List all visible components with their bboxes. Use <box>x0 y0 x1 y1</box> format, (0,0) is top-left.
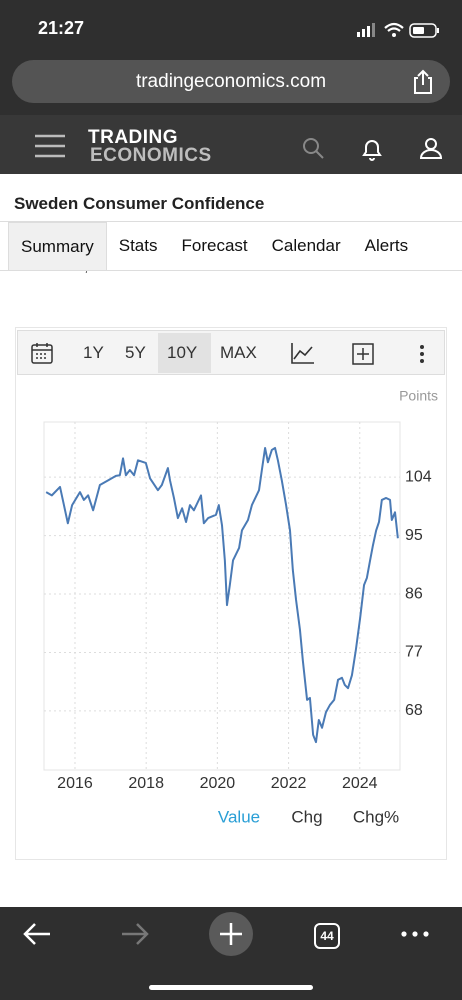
y-tick-label: 95 <box>405 527 423 544</box>
x-tick-label: 2024 <box>342 775 378 792</box>
x-tick-label: 2016 <box>57 775 93 792</box>
url-text: tradingeconomics.com <box>135 71 327 92</box>
tab-count[interactable]: 44 <box>314 923 340 949</box>
chart-toolbar: 1Y 5Y 10Y MAX <box>17 330 445 375</box>
tab[interactable]: Forecast <box>181 236 248 255</box>
menu-icon[interactable] <box>34 134 66 158</box>
unit-label: Points <box>399 388 438 404</box>
url-bar[interactable]: tradingeconomics.com <box>12 60 450 103</box>
y-tick-label: 104 <box>405 468 432 485</box>
home-indicator <box>149 985 313 990</box>
bell-icon[interactable] <box>360 137 384 163</box>
legend-item[interactable]: Chg% <box>353 807 399 826</box>
share-icon[interactable] <box>410 68 436 96</box>
status-time: 21:27 <box>38 18 85 38</box>
chart-card <box>15 327 447 860</box>
calendar-icon[interactable] <box>31 342 53 364</box>
tab[interactable]: Stats <box>118 236 158 255</box>
chart: Points 68 77 86 95 104 2016 2018 2020 2022 2024 Va… <box>43 388 438 826</box>
status-area: 21:27 tradingeconomics.com <box>0 0 462 115</box>
tab-bar: Summary Stats Forecast Calendar Alerts <box>0 221 462 271</box>
legend-item[interactable]: Chg <box>291 807 322 826</box>
y-tick-label: 68 <box>405 702 423 719</box>
y-tick-label: 77 <box>405 644 423 661</box>
tab[interactable]: Calendar <box>271 236 341 255</box>
x-tick-label: 2018 <box>128 775 164 792</box>
add-icon[interactable] <box>352 343 374 365</box>
chart-type-icon[interactable] <box>291 342 315 364</box>
back-icon[interactable] <box>22 921 52 947</box>
site-header: TRADING ECONOMICS <box>0 115 462 174</box>
range-button[interactable]: MAX <box>220 343 257 362</box>
browser-toolbar: 44 <box>0 907 462 1000</box>
range-button[interactable]: 1Y <box>83 343 104 362</box>
more-icon[interactable] <box>418 343 426 365</box>
forward-icon <box>122 923 149 945</box>
range-button[interactable]: 5Y <box>125 343 146 362</box>
range-selected <box>158 333 211 373</box>
user-icon[interactable] <box>419 137 443 161</box>
x-tick-label: 2020 <box>200 775 236 792</box>
range-button[interactable]: 10Y <box>167 343 198 362</box>
plot-frame <box>43 421 401 771</box>
page-title: Sweden Consumer Confidence <box>14 194 265 213</box>
search-icon[interactable] <box>302 137 326 161</box>
y-tick-label: 86 <box>405 585 423 602</box>
new-tab-icon[interactable] <box>208 911 254 957</box>
line-series <box>45 446 399 744</box>
logo-top[interactable]: TRADING <box>88 127 179 148</box>
legend-item[interactable]: Value <box>218 807 260 826</box>
menu-dots[interactable] <box>400 929 430 939</box>
status-icons <box>357 22 439 38</box>
logo-bottom[interactable]: ECONOMICS <box>90 145 212 166</box>
tab[interactable]: Alerts <box>364 236 409 255</box>
x-tick-label: 2022 <box>271 775 307 792</box>
tab[interactable]: Summary <box>8 222 107 270</box>
